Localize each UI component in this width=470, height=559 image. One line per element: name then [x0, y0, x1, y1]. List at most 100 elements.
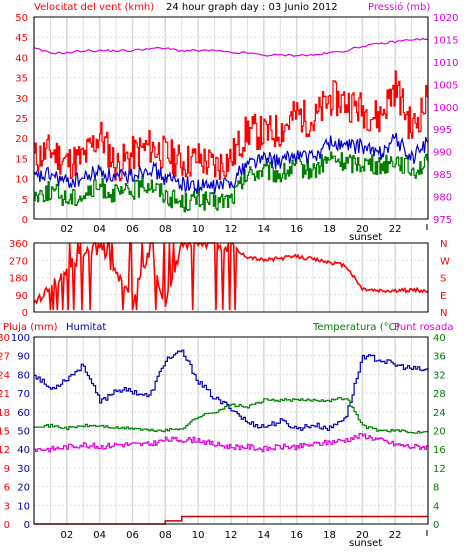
- humidity-y-tick-label: 80: [17, 370, 30, 381]
- dewpoint-axis-label: Punt rosada: [394, 322, 453, 333]
- wind-y-tick-label: 45: [15, 33, 28, 44]
- direction-compass-label: E: [440, 291, 446, 302]
- temperature-y-tick-label: 0: [433, 520, 439, 531]
- wind-y-tick-label: 20: [15, 134, 28, 145]
- direction-degree-ticks: 360 270 180 90 0: [9, 239, 28, 319]
- temperature-y-tick-label: 24: [433, 408, 446, 419]
- wind-y-tick-label: 30: [15, 94, 28, 105]
- direction-degree-label: 360: [9, 239, 28, 250]
- x-tick-label: 10: [192, 224, 205, 235]
- pressure-y-tick-label: 1005: [433, 80, 458, 91]
- pressure-y-tick-label: 975: [433, 215, 452, 226]
- x-tick-label: 02: [60, 224, 73, 235]
- rain-y-tick-label: 21: [0, 389, 10, 400]
- rain-y-tick-label: 6: [4, 483, 10, 494]
- rain-axis-label: Pluja (mm): [3, 322, 58, 333]
- pressure-axis-label: Pressió (mb): [368, 1, 430, 13]
- humidity-axis-label: Humitat: [66, 322, 106, 333]
- x-tick-label: 18: [323, 224, 336, 235]
- rain-y-tick-label: 3: [4, 501, 10, 512]
- temperature-y-tick-label: 20: [433, 427, 446, 438]
- x-tick-label: 12: [225, 530, 238, 541]
- pressure-y-tick-label: 995: [433, 125, 452, 136]
- temperature-y-tick-label: 4: [433, 501, 439, 512]
- wind-panel-frame: [33, 16, 429, 220]
- direction-degree-label: 180: [9, 274, 28, 285]
- x-tick-label: 16: [290, 224, 303, 235]
- x-tick-label: 18: [323, 530, 336, 541]
- rain-y-tick-label: 24: [0, 370, 10, 381]
- x-tick-label: 20: [356, 530, 369, 541]
- temperature-y-tick-label: 40: [433, 333, 446, 344]
- wind-y-tick-label: 15: [15, 154, 28, 165]
- x-tick-label: 08: [159, 530, 172, 541]
- x-tick-label: 14: [257, 224, 270, 235]
- rain-y-tick-label: 12: [0, 445, 10, 456]
- wind-y-tick-label: 25: [15, 114, 28, 125]
- wind-chart-title: 24 hour graph day : 03 Junio 2012: [166, 2, 338, 13]
- rain-y-tick-label: 18: [0, 408, 10, 419]
- wind-y-tick-label: 5: [22, 195, 28, 206]
- pressure-y-tick-label: 1000: [433, 103, 458, 114]
- temperature-axis-label: Temperatura (°C): [312, 322, 400, 333]
- wind-y-tick-label: 40: [15, 53, 28, 64]
- x-tick-label: 16: [290, 530, 303, 541]
- wind-y-tick-label: 10: [15, 175, 28, 186]
- direction-degree-label: 90: [15, 291, 28, 302]
- rain-y-tick-label: 15: [0, 427, 10, 438]
- rain-y-tick-label: 9: [4, 464, 10, 475]
- humidity-y-tick-label: 60: [17, 408, 30, 419]
- rain-y-tick-label: 0: [4, 520, 10, 531]
- humidity-y-tick-label: 50: [17, 427, 30, 438]
- humidity-y-tick-label: 40: [17, 445, 30, 456]
- wind-pressure-panel: Velocitat del vent (kmh) 24 hour graph d…: [15, 1, 458, 243]
- humidity-y-tick-label: 100: [11, 333, 30, 344]
- pressure-y-tick-label: 985: [433, 170, 452, 181]
- pressure-y-tick-label: 980: [433, 193, 452, 204]
- x-tick-label: 12: [225, 224, 238, 235]
- direction-compass-label: W: [440, 256, 450, 267]
- temperature-y-tick-label: 36: [433, 352, 446, 363]
- wind-series-line: [33, 132, 429, 195]
- temperature-y-tick-label: 12: [433, 464, 446, 475]
- temp-panel-frame: [33, 336, 429, 525]
- sunset-label-bottom: sunset: [349, 538, 382, 549]
- wind-x-ticks: 02 04 06 08 10 12 14 16 18 20 22: [60, 224, 428, 235]
- temperature-y-tick-label: 8: [433, 483, 439, 494]
- pressure-y-ticks: 1020 1015 1010 1005 1000 995 990 985 980 975: [433, 13, 458, 226]
- wind-y-tick-label: 50: [15, 13, 28, 24]
- x-tick-label: 22: [389, 530, 402, 541]
- wind-axis-label: Velocitat del vent (kmh): [34, 2, 154, 13]
- humidity-y-tick-label: 70: [17, 389, 30, 400]
- humidity-y-tick-label: 0: [24, 520, 30, 531]
- sunset-label-top: sunset: [349, 232, 382, 243]
- temperature-y-tick-label: 28: [433, 389, 446, 400]
- dewpoint-line: [34, 433, 429, 453]
- x-tick-label: 20: [356, 224, 369, 235]
- direction-degree-label: 0: [22, 308, 28, 319]
- wind-y-tick-label: 35: [15, 74, 28, 85]
- temperature-line: [34, 397, 429, 434]
- x-tick-label: 02: [60, 530, 73, 541]
- direction-compass-label: N: [440, 308, 447, 319]
- x-tick-label: 10: [192, 530, 205, 541]
- humidity-y-tick-label: 30: [17, 464, 30, 475]
- rain-y-tick-label: 27: [0, 352, 10, 363]
- pressure-y-tick-label: 990: [433, 148, 452, 159]
- pressure-y-tick-label: 1010: [433, 58, 458, 69]
- pressure-line: [33, 38, 429, 57]
- temperature-y-tick-label: 16: [433, 445, 446, 456]
- temp-grid: [33, 337, 429, 524]
- wind-y-tick-label: 0: [22, 215, 28, 226]
- wind-series-line: [34, 151, 429, 213]
- direction-compass-label: N: [440, 239, 447, 250]
- humidity-y-tick-label: 20: [17, 483, 30, 494]
- x-tick-label: 22: [389, 224, 402, 235]
- rain-humidity-temp-panel: Pluja (mm) Humitat Temperatura (°C) Punt…: [0, 322, 453, 549]
- direction-compass-label: S: [440, 274, 446, 285]
- direction-panel-frame: [33, 242, 429, 313]
